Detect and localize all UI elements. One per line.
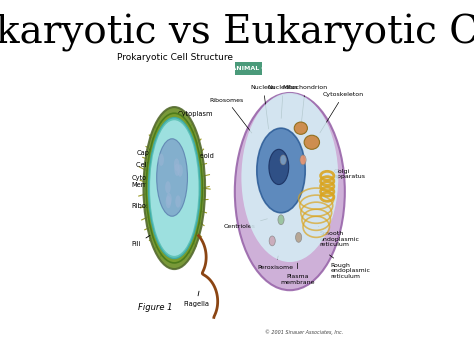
Text: Nucleoid: Nucleoid	[178, 149, 214, 159]
Text: Golgi
apparatus: Golgi apparatus	[328, 169, 366, 179]
Ellipse shape	[174, 164, 180, 176]
Text: AN ANIMAL CELL: AN ANIMAL CELL	[219, 66, 278, 71]
Text: Rough
endoplasmic
reticulum: Rough endoplasmic reticulum	[329, 255, 371, 279]
Text: Nucleolus: Nucleolus	[268, 85, 299, 118]
Ellipse shape	[157, 139, 188, 216]
Text: Centrioles: Centrioles	[224, 219, 267, 229]
Ellipse shape	[146, 113, 202, 263]
Ellipse shape	[304, 135, 319, 149]
Ellipse shape	[269, 149, 289, 185]
Text: Capsule: Capsule	[137, 149, 163, 156]
Text: Ribosomes: Ribosomes	[131, 199, 168, 209]
Text: Flagella: Flagella	[183, 291, 210, 307]
Ellipse shape	[278, 215, 284, 225]
Ellipse shape	[300, 155, 306, 165]
Text: Figure 1: Figure 1	[138, 303, 173, 312]
Ellipse shape	[166, 193, 172, 205]
Ellipse shape	[175, 195, 181, 208]
Text: © 2001 Sinauer Associates, Inc.: © 2001 Sinauer Associates, Inc.	[264, 330, 343, 335]
Text: Prokaryotic vs Eukaryotic Cells: Prokaryotic vs Eukaryotic Cells	[0, 14, 474, 52]
Text: Cytoplasm: Cytoplasm	[177, 111, 213, 125]
Ellipse shape	[235, 93, 345, 290]
Text: Prokaryotic Cell Structure: Prokaryotic Cell Structure	[118, 53, 233, 62]
Text: Peroxisome: Peroxisome	[257, 256, 293, 270]
Ellipse shape	[294, 122, 308, 134]
Text: Pili: Pili	[131, 235, 150, 247]
Text: Cytoplasmic
Membrane: Cytoplasmic Membrane	[131, 175, 173, 187]
Ellipse shape	[148, 118, 200, 258]
Ellipse shape	[241, 93, 338, 262]
Ellipse shape	[158, 154, 164, 166]
FancyBboxPatch shape	[235, 62, 262, 75]
Text: Ribosomes: Ribosomes	[210, 98, 252, 133]
Text: Smooth
endoplasmic
reticulum: Smooth endoplasmic reticulum	[319, 226, 359, 247]
Ellipse shape	[177, 164, 183, 177]
Text: Plasma
membrane: Plasma membrane	[280, 263, 315, 285]
Ellipse shape	[144, 107, 205, 269]
Ellipse shape	[269, 236, 275, 246]
Text: Cytoskeleton: Cytoskeleton	[320, 92, 364, 133]
Ellipse shape	[174, 158, 179, 171]
Ellipse shape	[150, 120, 199, 256]
Ellipse shape	[165, 181, 171, 193]
Ellipse shape	[280, 155, 286, 165]
Text: Mitochondrion: Mitochondrion	[283, 85, 328, 125]
Text: Nucleus: Nucleus	[251, 85, 276, 129]
Ellipse shape	[296, 233, 302, 242]
Ellipse shape	[257, 128, 305, 213]
Text: Cell Wall: Cell Wall	[137, 162, 165, 168]
Ellipse shape	[165, 196, 171, 208]
